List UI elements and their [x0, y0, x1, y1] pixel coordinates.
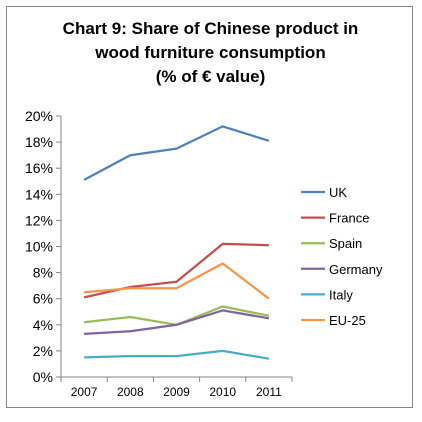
legend-label-spain: Spain	[329, 236, 362, 251]
legend-label-germany: Germany	[329, 262, 383, 277]
x-tick-label: 2009	[163, 385, 190, 399]
chart-title: Chart 9: Share of Chinese product in woo…	[7, 17, 414, 89]
series-line-eu-25	[84, 262, 270, 300]
chart-title-line-2: wood furniture consumption	[95, 43, 326, 62]
axes: 0% 2% 4% 6% 8% 10% 12% 14% 16% 18% 20% 2007 2008 2009…	[25, 108, 293, 399]
y-tick-label: 4%	[33, 317, 53, 333]
x-tick-label: 2008	[117, 385, 144, 399]
legend-label-uk: UK	[329, 185, 347, 200]
chart-frame: Chart 9: Share of Chinese product in woo…	[6, 6, 413, 408]
series-lines	[83, 125, 270, 360]
y-tick-label: 0%	[33, 369, 53, 385]
x-tick-label: 2007	[71, 385, 98, 399]
legend-label-italy: Italy	[329, 287, 353, 302]
chart-title-line-3: (% of € value)	[155, 67, 266, 86]
line-chart: 0% 2% 4% 6% 8% 10% 12% 14% 16% 18% 20% 2007 2008 2009…	[25, 108, 383, 399]
y-tick-label: 20%	[25, 108, 53, 124]
series-line-italy	[84, 349, 270, 360]
y-tick-label: 12%	[25, 212, 53, 228]
legend-label-france: France	[329, 211, 369, 226]
x-tick-label: 2011	[256, 385, 282, 399]
series-line-uk	[83, 125, 270, 181]
y-tick-label: 16%	[25, 160, 53, 176]
x-tick-label: 2010	[209, 385, 236, 399]
y-tick-label: 18%	[25, 134, 53, 150]
y-tick-label: 6%	[33, 291, 53, 307]
y-tick-label: 8%	[33, 265, 53, 281]
series-line-spain	[83, 305, 270, 326]
y-tick-label: 14%	[25, 186, 53, 202]
y-tick-label: 10%	[25, 239, 53, 255]
y-tick-label: 2%	[33, 343, 53, 359]
series-line-germany	[84, 309, 270, 336]
legend: UK France Spain Germany Italy EU-25	[301, 185, 383, 328]
chart-title-line-1: Chart 9: Share of Chinese product in	[62, 19, 359, 38]
legend-label-eu-25: EU-25	[329, 313, 366, 328]
